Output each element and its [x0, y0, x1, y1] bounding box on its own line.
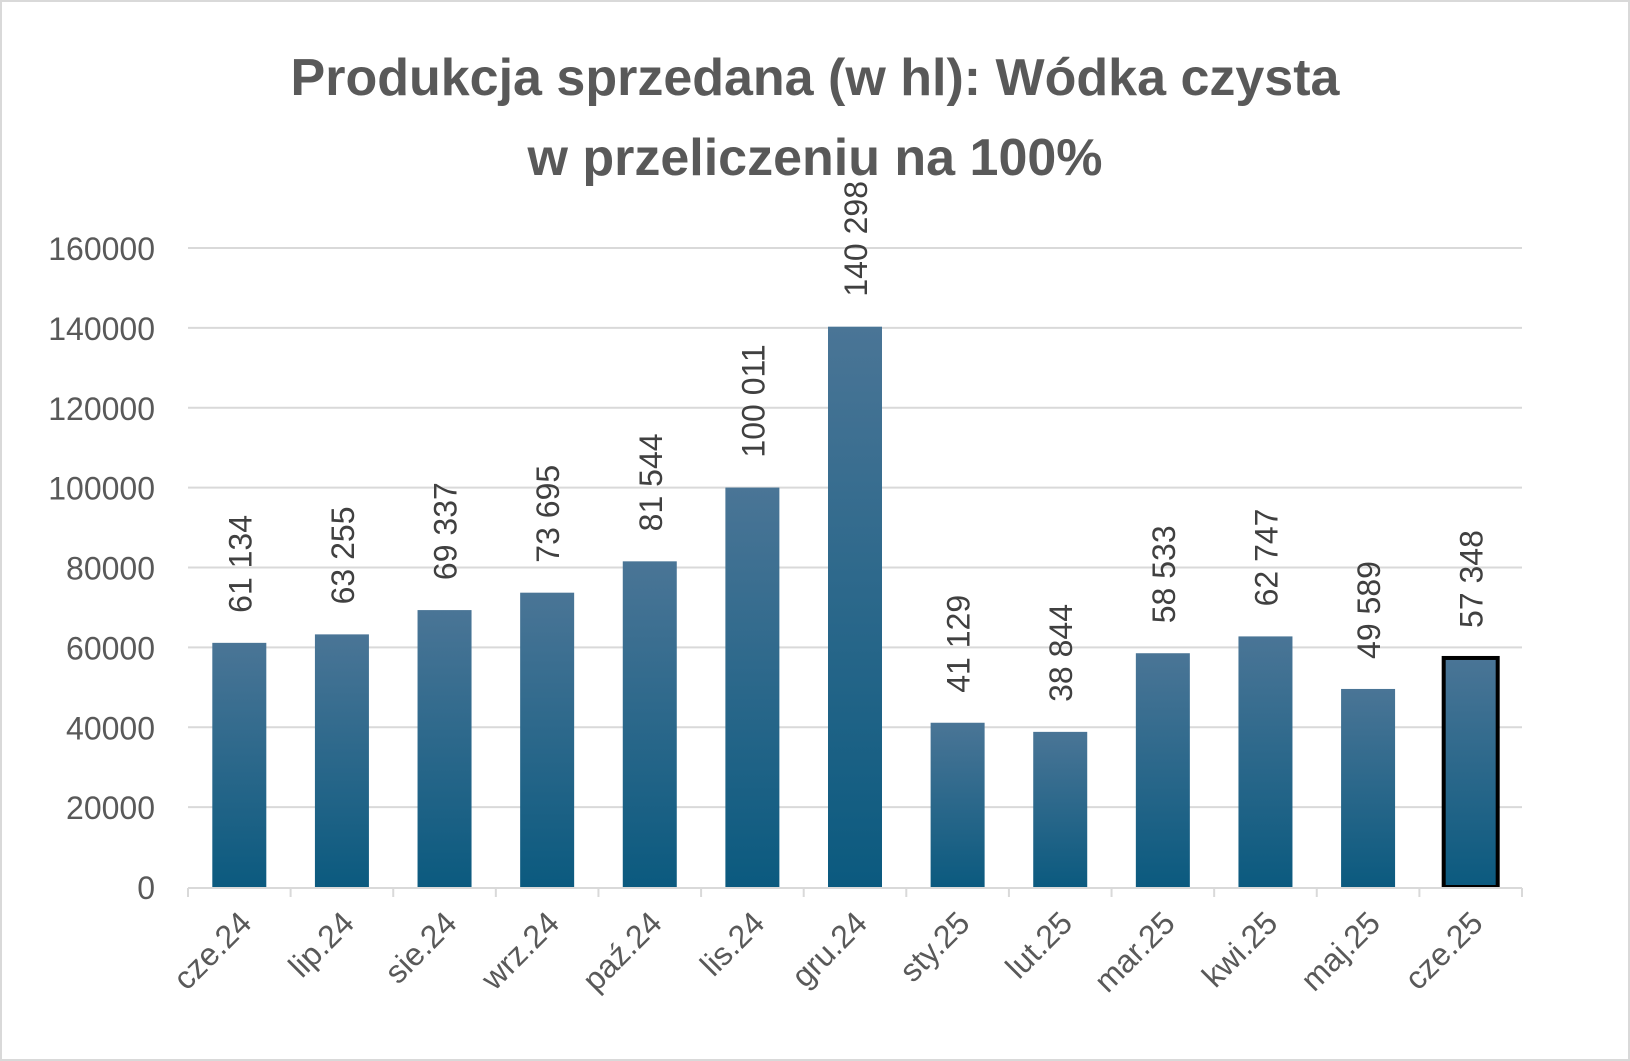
y-tick-label: 160000: [48, 231, 155, 267]
y-tick-label: 120000: [48, 391, 155, 427]
bar-sty.25: [930, 722, 985, 887]
data-label: 69 337: [428, 482, 464, 580]
y-tick-label: 0: [137, 870, 155, 906]
x-tick-label: mar.25: [1087, 904, 1182, 999]
x-tick-label: sty.25: [892, 904, 976, 988]
x-axis: [187, 887, 1523, 897]
x-tick-label: sie.24: [378, 904, 464, 990]
x-axis-tick-labels: cze.24 lip.24 sie.24 wrz.24 paź.24 lis.24 gru.…: [166, 904, 1490, 999]
data-label: 49 589: [1351, 561, 1387, 659]
x-tick-label: lip.24: [281, 904, 361, 984]
y-tick-label: 60000: [66, 630, 155, 666]
bar-kwi.25: [1238, 636, 1293, 887]
data-label: 100 011: [735, 344, 771, 457]
bar-mar.25: [1135, 653, 1190, 887]
data-label: 73 695: [530, 465, 566, 563]
bar-wrz.24: [520, 592, 575, 887]
bar-cze.25: [1441, 655, 1500, 889]
x-tick-label: cze.25: [1398, 904, 1490, 996]
bars: [212, 326, 1500, 889]
x-tick-label: paź.24: [575, 904, 668, 997]
data-labels: 61 134 63 255 69 337 73 695 81 544 100 011 140…: [222, 181, 1489, 702]
data-label: 62 747: [1248, 509, 1284, 607]
chart-title-line-2: w przeliczeniu na 100%: [527, 129, 1103, 187]
x-tick-label: lis.24: [693, 904, 771, 982]
y-tick-label: 40000: [66, 710, 155, 746]
data-label: 38 844: [1043, 604, 1079, 702]
x-tick-label: gru.24: [784, 904, 874, 994]
chart-title-line-1: Produkcja sprzedana (w hl): Wódka czysta: [290, 49, 1340, 107]
x-tick-label: wrz.24: [473, 904, 566, 997]
bar-gru.24: [828, 326, 882, 887]
bar-maj.25: [1341, 688, 1396, 887]
data-label: 41 129: [941, 595, 977, 693]
bar-lis.24: [725, 487, 780, 887]
chart-title: Produkcja sprzedana (w hl): Wódka czysta…: [0, 38, 1630, 198]
x-tick-label: lut.25: [998, 904, 1079, 985]
x-tick-label: kwi.25: [1195, 904, 1285, 994]
data-label: 57 348: [1454, 530, 1490, 628]
data-label: 81 544: [633, 433, 669, 531]
data-label: 58 533: [1146, 525, 1182, 623]
bar-lut.25: [1033, 731, 1088, 887]
y-tick-label: 100000: [48, 471, 155, 507]
data-label: 140 298: [838, 181, 874, 297]
y-axis-tick-labels: 0 20000 40000 60000 80000 100000 120000 140000 1…: [48, 231, 155, 906]
bar-cze.24: [212, 642, 267, 887]
y-tick-label: 80000: [66, 551, 155, 587]
data-label: 63 255: [325, 507, 361, 605]
x-tick-label: cze.24: [166, 904, 258, 996]
y-tick-label: 20000: [66, 790, 155, 826]
bar-sie.24: [417, 610, 472, 887]
bar-lip.24: [314, 634, 369, 887]
bar-paź.24: [622, 561, 677, 887]
x-tick-label: maj.25: [1294, 904, 1387, 997]
data-label: 61 134: [222, 515, 258, 613]
y-tick-label: 140000: [48, 311, 155, 347]
